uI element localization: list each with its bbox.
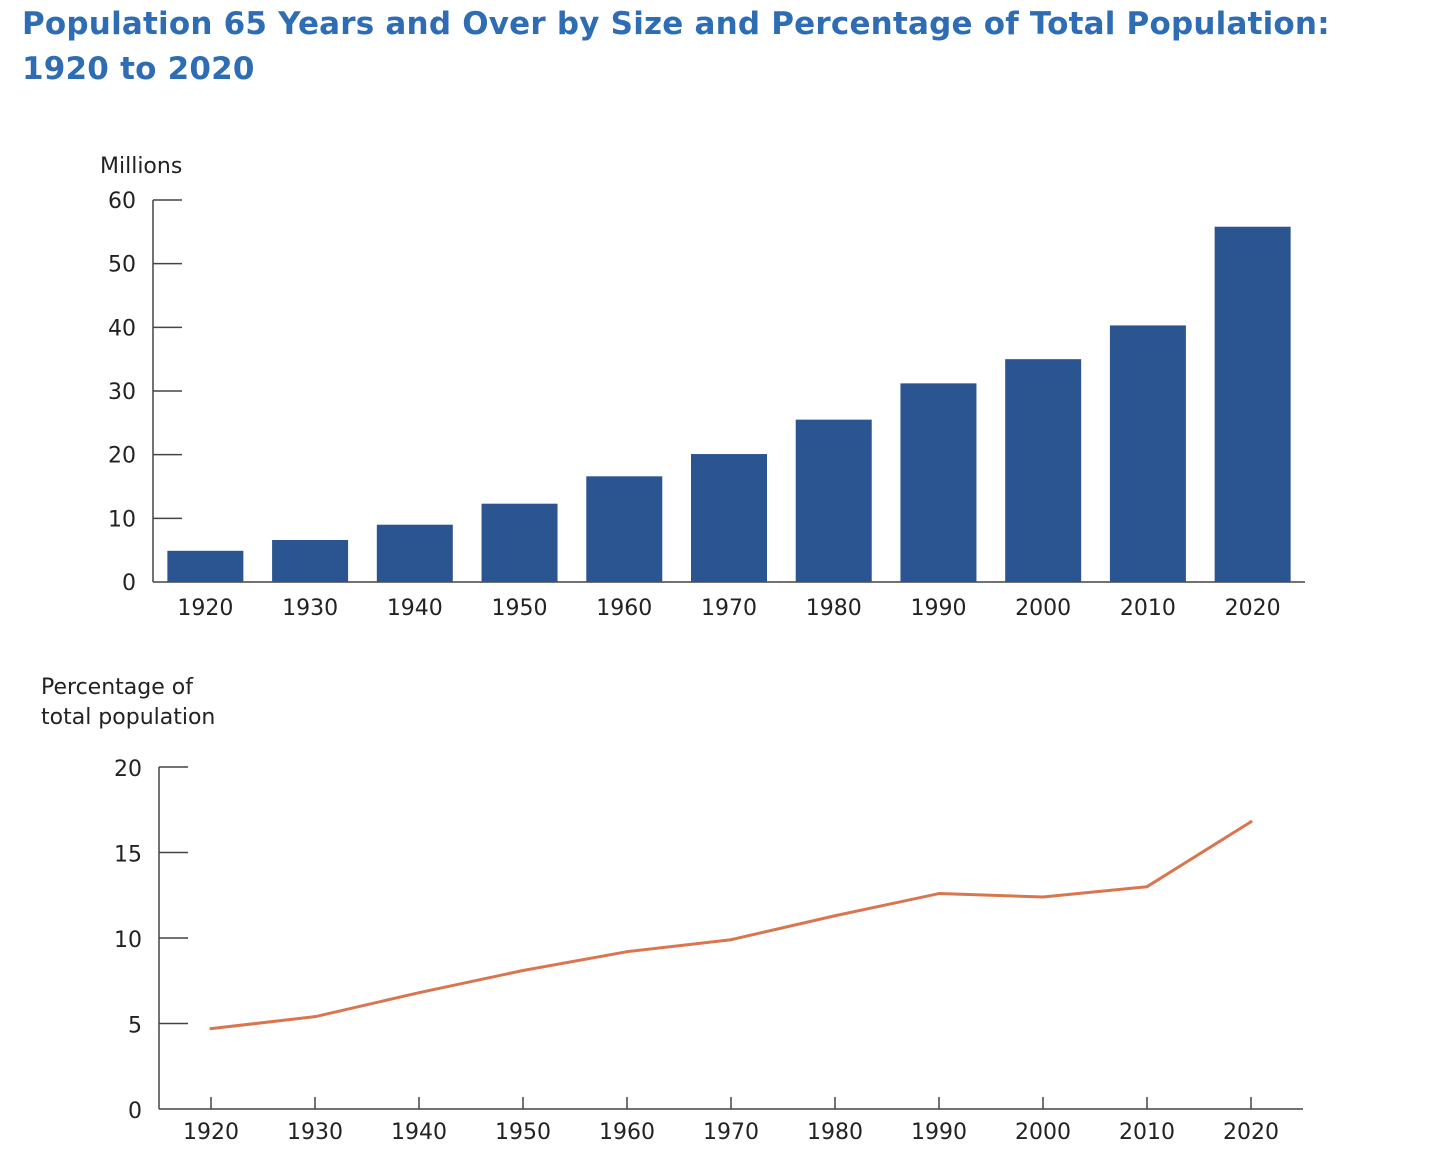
bar-x-tick-label: 1950	[492, 596, 548, 621]
bar-x-tick-label: 2000	[1015, 596, 1071, 621]
bar-x-tick-label: 1920	[177, 596, 233, 621]
bar-y-tick-label: 0	[122, 571, 136, 596]
bar-x-tick-label: 1960	[596, 596, 652, 621]
line-y-tick-label: 0	[128, 1099, 142, 1124]
line-point-2000	[1041, 895, 1045, 899]
bar-y-tick-label: 60	[108, 189, 136, 214]
bar-x-tick-label: 1970	[701, 596, 757, 621]
line-point-1980	[833, 914, 837, 918]
bar-x-tick-label: 1980	[806, 596, 862, 621]
line-x-tick-label: 2020	[1223, 1120, 1279, 1145]
bar-1960	[586, 476, 663, 582]
bar-y-tick-label: 50	[108, 253, 136, 278]
bar-1940	[376, 524, 453, 582]
bar-2010	[1109, 325, 1186, 582]
bar-y-tick-label: 10	[108, 507, 136, 532]
bar-x-tick-label: 1930	[282, 596, 338, 621]
line-point-1970	[729, 938, 733, 942]
bar-1920	[167, 550, 244, 582]
line-x-tick-label: 2010	[1119, 1120, 1175, 1145]
line-y-axis-title: Percentage of	[41, 675, 194, 700]
bar-y-tick-label: 40	[108, 316, 136, 341]
line-x-tick-label: 1930	[287, 1120, 343, 1145]
line-x-tick-label: 1980	[807, 1120, 863, 1145]
line-x-tick-label: 1950	[495, 1120, 551, 1145]
line-chart: Percentage of total population 0 5 10 15 20 192…	[41, 675, 1303, 1145]
bar-1950	[481, 503, 558, 582]
line-point-1920	[209, 1027, 213, 1031]
bar-2000	[1005, 359, 1082, 582]
series-line	[209, 820, 1253, 1031]
line-y-tick-label: 15	[114, 843, 142, 868]
bar-1990	[900, 383, 977, 582]
bar-y-tick-label: 20	[108, 444, 136, 469]
line-point-1950	[521, 968, 525, 972]
line-point-1930	[313, 1015, 317, 1019]
line-x-tick-label: 1960	[599, 1120, 655, 1145]
bar-2020	[1214, 226, 1291, 583]
bar-x-tick-label: 2010	[1120, 596, 1176, 621]
chart-title: Population 65 Years and Over by Size and…	[22, 6, 1330, 87]
line-x-tick-label: 1990	[911, 1120, 967, 1145]
line-x-tick-label: 1970	[703, 1120, 759, 1145]
bar-1980	[795, 419, 872, 582]
line-x-tick-label: 1920	[183, 1120, 239, 1145]
bar-x-tick-label: 2020	[1225, 596, 1281, 621]
bar-chart: Millions 0 10 20 30 40 50 60 1920 1930 1940 1950 196…	[100, 154, 1305, 621]
line-x-tick-label: 1940	[391, 1120, 447, 1145]
bar-y-tick-label: 30	[108, 380, 136, 405]
line-y-tick-label: 5	[128, 1014, 142, 1039]
bar-1930	[272, 539, 349, 582]
line-y-tick-label: 20	[114, 757, 142, 782]
line-point-1940	[417, 991, 421, 995]
line-point-1990	[937, 892, 941, 896]
line-y-tick-label: 10	[114, 928, 142, 953]
line-point-1960	[625, 950, 629, 954]
bar-x-tick-label: 1990	[910, 596, 966, 621]
line-y-axis-title: total population	[41, 705, 215, 730]
line-x-tick-label: 2000	[1015, 1120, 1071, 1145]
line-point-2010	[1145, 885, 1149, 889]
line-point-2020	[1249, 820, 1253, 824]
bar-1970	[691, 454, 767, 582]
bar-x-tick-label: 1940	[387, 596, 443, 621]
bar-y-axis-title: Millions	[100, 154, 182, 179]
